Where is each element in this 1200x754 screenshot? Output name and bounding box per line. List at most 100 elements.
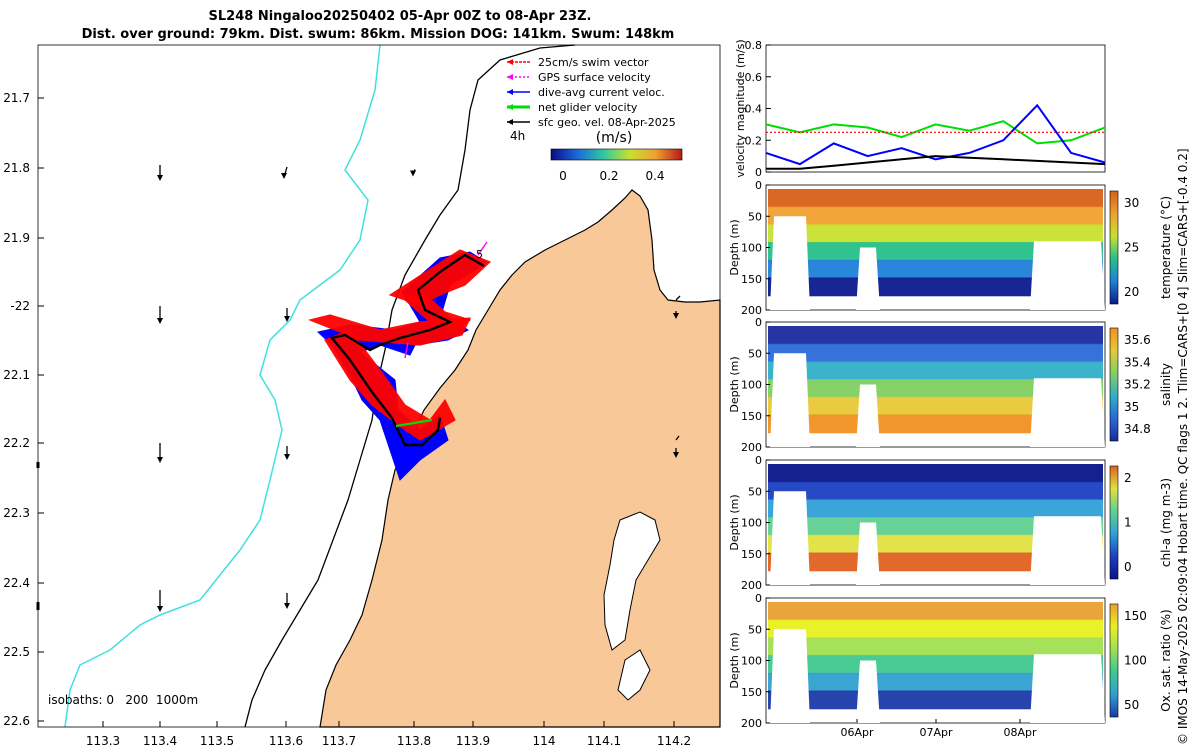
- legend-swatch-head: [507, 74, 513, 80]
- heatmap-panel: 0 50 100 150 200 Depth (m) 35.6 35.4 35.2 35 34.8 s…: [728, 316, 1173, 454]
- map-colorbar: [550, 148, 683, 161]
- map-y-tick-label: 22.4: [3, 576, 30, 590]
- legend-label: 25cm/s swim vector: [538, 56, 649, 69]
- heatmap-colorbar: [1109, 465, 1119, 580]
- colorbar-tick-label: 35.6: [1124, 333, 1151, 347]
- heatmap-colorbar: [1109, 327, 1119, 442]
- heatmap-band: [768, 552, 1103, 572]
- heatmap-y-label: 150: [741, 410, 762, 423]
- velocity-series-line: [765, 120, 1106, 145]
- heatmap-y-label: 50: [748, 485, 762, 498]
- heatmap-band: [768, 655, 1103, 674]
- map-colorbar-tick-1: 0.2: [599, 169, 618, 183]
- map-legend: 25cm/s swim vector GPS surface velocity di…: [507, 56, 676, 143]
- map-panel: 5 113.3 113.4 113.5 113.6 113.7 113.8 113.9 114…: [3, 44, 721, 748]
- map-y-tick-label: 22.3: [3, 506, 30, 520]
- colorbar-tick-label: 34.8: [1124, 422, 1151, 436]
- heatmap-gap: [770, 353, 810, 447]
- heatmap-gap: [770, 629, 810, 723]
- map-axes: 113.3 113.4 113.5 113.6 113.7 113.8 113.9 114 11…: [3, 91, 691, 748]
- heatmap-band: [768, 619, 1103, 639]
- map-y-tick-label: 22.6: [3, 714, 30, 728]
- colorbar-tick-label: 50: [1124, 698, 1139, 712]
- geo-arrow-head: [673, 313, 679, 319]
- coast-detail-2: [617, 649, 651, 701]
- heatmap-band: [768, 396, 1103, 416]
- heatmap-y-label: 50: [748, 623, 762, 636]
- heatmap-band: [768, 206, 1103, 226]
- map-x-tick-label: 113.8: [397, 734, 431, 748]
- legend-swatch-head: [507, 89, 513, 95]
- heatmap-ylabel: Depth (m): [728, 219, 741, 275]
- heatmap-ylabel: Depth (m): [728, 494, 741, 550]
- heatmap-band: [768, 534, 1103, 554]
- map-y-tick-label: 21.8: [3, 161, 30, 175]
- heatmap-band: [768, 499, 1103, 519]
- isobath-200m: [244, 44, 576, 728]
- gps-velocity-vector: [477, 241, 488, 256]
- map-x-tick-label: 114.1: [587, 734, 621, 748]
- heatmap-x-label: 07Apr: [919, 726, 953, 739]
- colorbar-tick-label: 0: [1124, 560, 1132, 574]
- map-y-tick-label: 22.1: [3, 368, 30, 382]
- map-y-tick-label: 21.7: [3, 91, 30, 105]
- isobath-1000m: [64, 44, 381, 728]
- map-y-tick-label: 21.9: [3, 231, 30, 245]
- geo-arrow-head: [673, 452, 679, 458]
- colorbar-tick-label: 30: [1124, 196, 1139, 210]
- colorbar-label: temperature (°C): [1159, 196, 1173, 299]
- heatmap-gap: [856, 660, 880, 723]
- heatmap-colorbar: [1109, 190, 1119, 305]
- colorbar-tick-label: 20: [1124, 285, 1139, 299]
- heatmap-band: [768, 672, 1103, 692]
- legend-label: net glider velocity: [538, 101, 638, 114]
- heatmap-y-label: 0: [755, 592, 762, 605]
- heatmap-gap: [1030, 378, 1105, 447]
- velocity-ylabel: velocity magnitude (m/s): [734, 39, 747, 177]
- heatmap-band: [768, 259, 1103, 279]
- heatmap-band: [768, 189, 1103, 208]
- velocity-series-line: [766, 155, 1106, 170]
- heatmap-x-label: 08Apr: [1003, 726, 1037, 739]
- velocity-series-line: [765, 103, 1106, 166]
- map-colorbar-tick-2: 0.4: [645, 169, 664, 183]
- legend-label: dive-avg current veloc.: [538, 86, 665, 99]
- legend-time: 4h: [510, 129, 525, 143]
- heatmap-band: [768, 224, 1103, 244]
- heatmap-band: [768, 326, 1103, 345]
- map-y-tick-label: 22.5: [3, 645, 30, 659]
- heatmap-band: [768, 517, 1103, 536]
- heatmap-band: [768, 464, 1103, 483]
- colorbar-tick-label: 150: [1124, 609, 1147, 623]
- map-colorbar-label: (m/s): [596, 130, 633, 146]
- velocity-y-label: 0.8: [745, 39, 763, 52]
- heatmap-y-label: 150: [741, 548, 762, 561]
- heatmap-band: [768, 690, 1103, 710]
- geo-arrow-head: [157, 318, 163, 324]
- isobaths-label: isobaths: 0 200 1000m: [48, 693, 198, 707]
- geo-arrow-head: [157, 457, 163, 463]
- map-x-tick-label: 113.5: [200, 734, 234, 748]
- heatmap-gap: [1030, 241, 1105, 310]
- colorbar-tick-label: 1: [1124, 516, 1132, 530]
- heatmap-panel: 0 50 100 150 200 Depth (m) 30 25 20 temperature (…: [728, 179, 1173, 317]
- map-y-tick-label: -22: [10, 299, 30, 313]
- colorbar-tick-label: 100: [1124, 654, 1147, 668]
- heatmap-ylabel: Depth (m): [728, 356, 741, 412]
- velocity-y-label: 0.2: [745, 134, 763, 147]
- heatmap-y-label: 100: [741, 517, 762, 530]
- map-x-tick-label: 113.6: [269, 734, 303, 748]
- geo-arrow-head: [157, 175, 163, 181]
- heatmap-band: [768, 379, 1103, 398]
- geo-arrow-head: [410, 170, 416, 177]
- heatmap-band: [768, 242, 1103, 261]
- heatmap-y-label: 100: [741, 242, 762, 255]
- geo-arrow-shaft: [675, 435, 680, 441]
- heatmap-y-label: 0: [755, 316, 762, 329]
- heatmap-band: [768, 361, 1103, 381]
